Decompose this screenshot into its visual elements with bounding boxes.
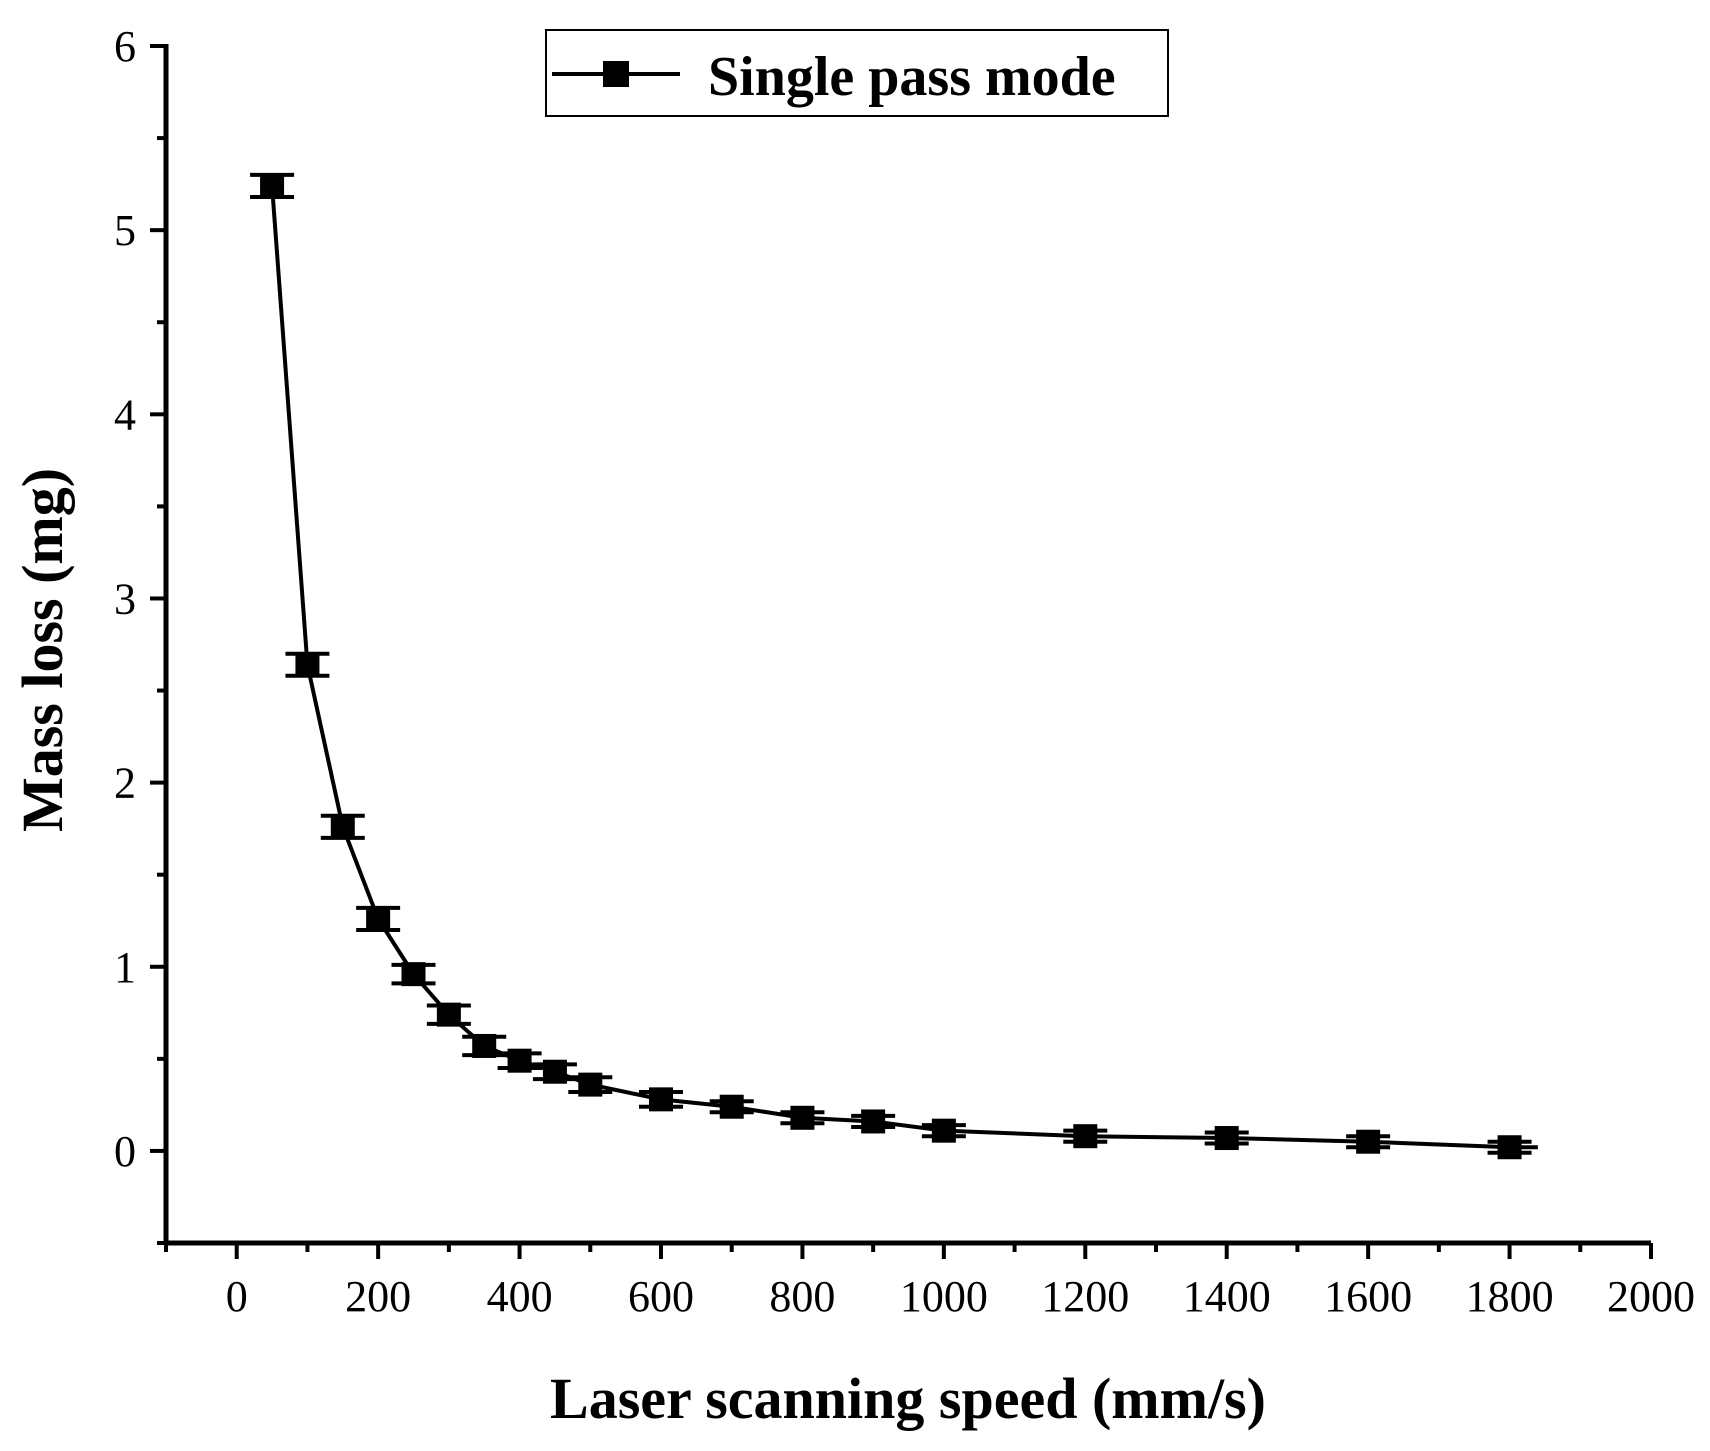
legend-marker <box>603 61 629 87</box>
square-marker <box>1073 1124 1098 1149</box>
data-point <box>1487 1135 1532 1160</box>
x-tick-label: 1000 <box>900 1272 988 1321</box>
x-tick-label: 400 <box>487 1272 553 1321</box>
square-marker <box>578 1072 603 1097</box>
square-marker <box>542 1059 567 1084</box>
data-point <box>285 651 330 678</box>
x-axis-ticks: 0 200 400 600 800 1000 1200 1400 1600 1800 2000 <box>164 1243 1695 1321</box>
y-tick-label: 6 <box>114 22 136 71</box>
x-tick-label: 800 <box>769 1272 835 1321</box>
data-point <box>497 1048 542 1073</box>
y-tick-label: 3 <box>114 574 136 623</box>
x-tick-label: 2000 <box>1607 1272 1695 1321</box>
square-marker <box>295 652 320 677</box>
data-point <box>568 1072 613 1097</box>
x-tick-label: 1400 <box>1183 1272 1271 1321</box>
legend-label: Single pass mode <box>708 46 1116 108</box>
data-point <box>356 905 401 932</box>
square-marker <box>1356 1129 1381 1154</box>
series-line <box>270 185 1538 1150</box>
square-marker <box>436 1002 461 1027</box>
y-axis-ticks: 0 1 2 3 4 5 6 <box>114 22 166 1245</box>
data-point <box>532 1059 577 1084</box>
square-marker <box>330 814 355 839</box>
data-point <box>1204 1126 1249 1151</box>
square-marker <box>861 1109 886 1134</box>
y-tick-label: 5 <box>114 206 136 255</box>
y-tick-label: 2 <box>114 759 136 808</box>
y-tick-label: 4 <box>114 390 136 439</box>
square-marker <box>649 1087 673 1112</box>
x-tick-label: 1600 <box>1324 1272 1412 1321</box>
data-point <box>250 172 295 200</box>
data-point <box>1063 1124 1108 1149</box>
data-point <box>426 1002 471 1027</box>
square-marker <box>790 1105 815 1130</box>
data-point <box>921 1118 966 1143</box>
axes <box>163 44 1651 1246</box>
x-tick-label: 200 <box>345 1272 411 1321</box>
x-tick-label: 600 <box>628 1272 694 1321</box>
y-tick-label: 1 <box>114 943 136 992</box>
square-marker <box>260 173 285 198</box>
square-marker <box>1497 1135 1522 1160</box>
data-point <box>1346 1129 1391 1154</box>
data-point <box>391 962 436 987</box>
x-tick-label: 1200 <box>1041 1272 1129 1321</box>
y-tick-label: 0 <box>114 1127 136 1176</box>
legend: Single pass mode <box>545 29 1169 117</box>
data-point <box>780 1105 825 1130</box>
data-point <box>320 813 365 840</box>
x-tick-label: 0 <box>226 1272 248 1321</box>
y-axis-title: Mass loss (mg) <box>10 468 75 832</box>
data-point <box>639 1087 683 1112</box>
x-axis-title: Laser scanning speed (mm/s) <box>550 1366 1266 1431</box>
data-point <box>851 1109 896 1134</box>
square-marker <box>366 906 391 931</box>
data-point <box>462 1033 507 1058</box>
series-layer <box>250 172 1538 1160</box>
square-marker <box>401 962 426 987</box>
square-marker <box>719 1094 744 1119</box>
square-marker <box>1214 1126 1239 1151</box>
square-marker <box>931 1118 956 1143</box>
data-point <box>709 1094 754 1119</box>
x-tick-label: 1800 <box>1466 1272 1554 1321</box>
square-marker <box>472 1033 497 1058</box>
square-marker <box>507 1048 532 1073</box>
